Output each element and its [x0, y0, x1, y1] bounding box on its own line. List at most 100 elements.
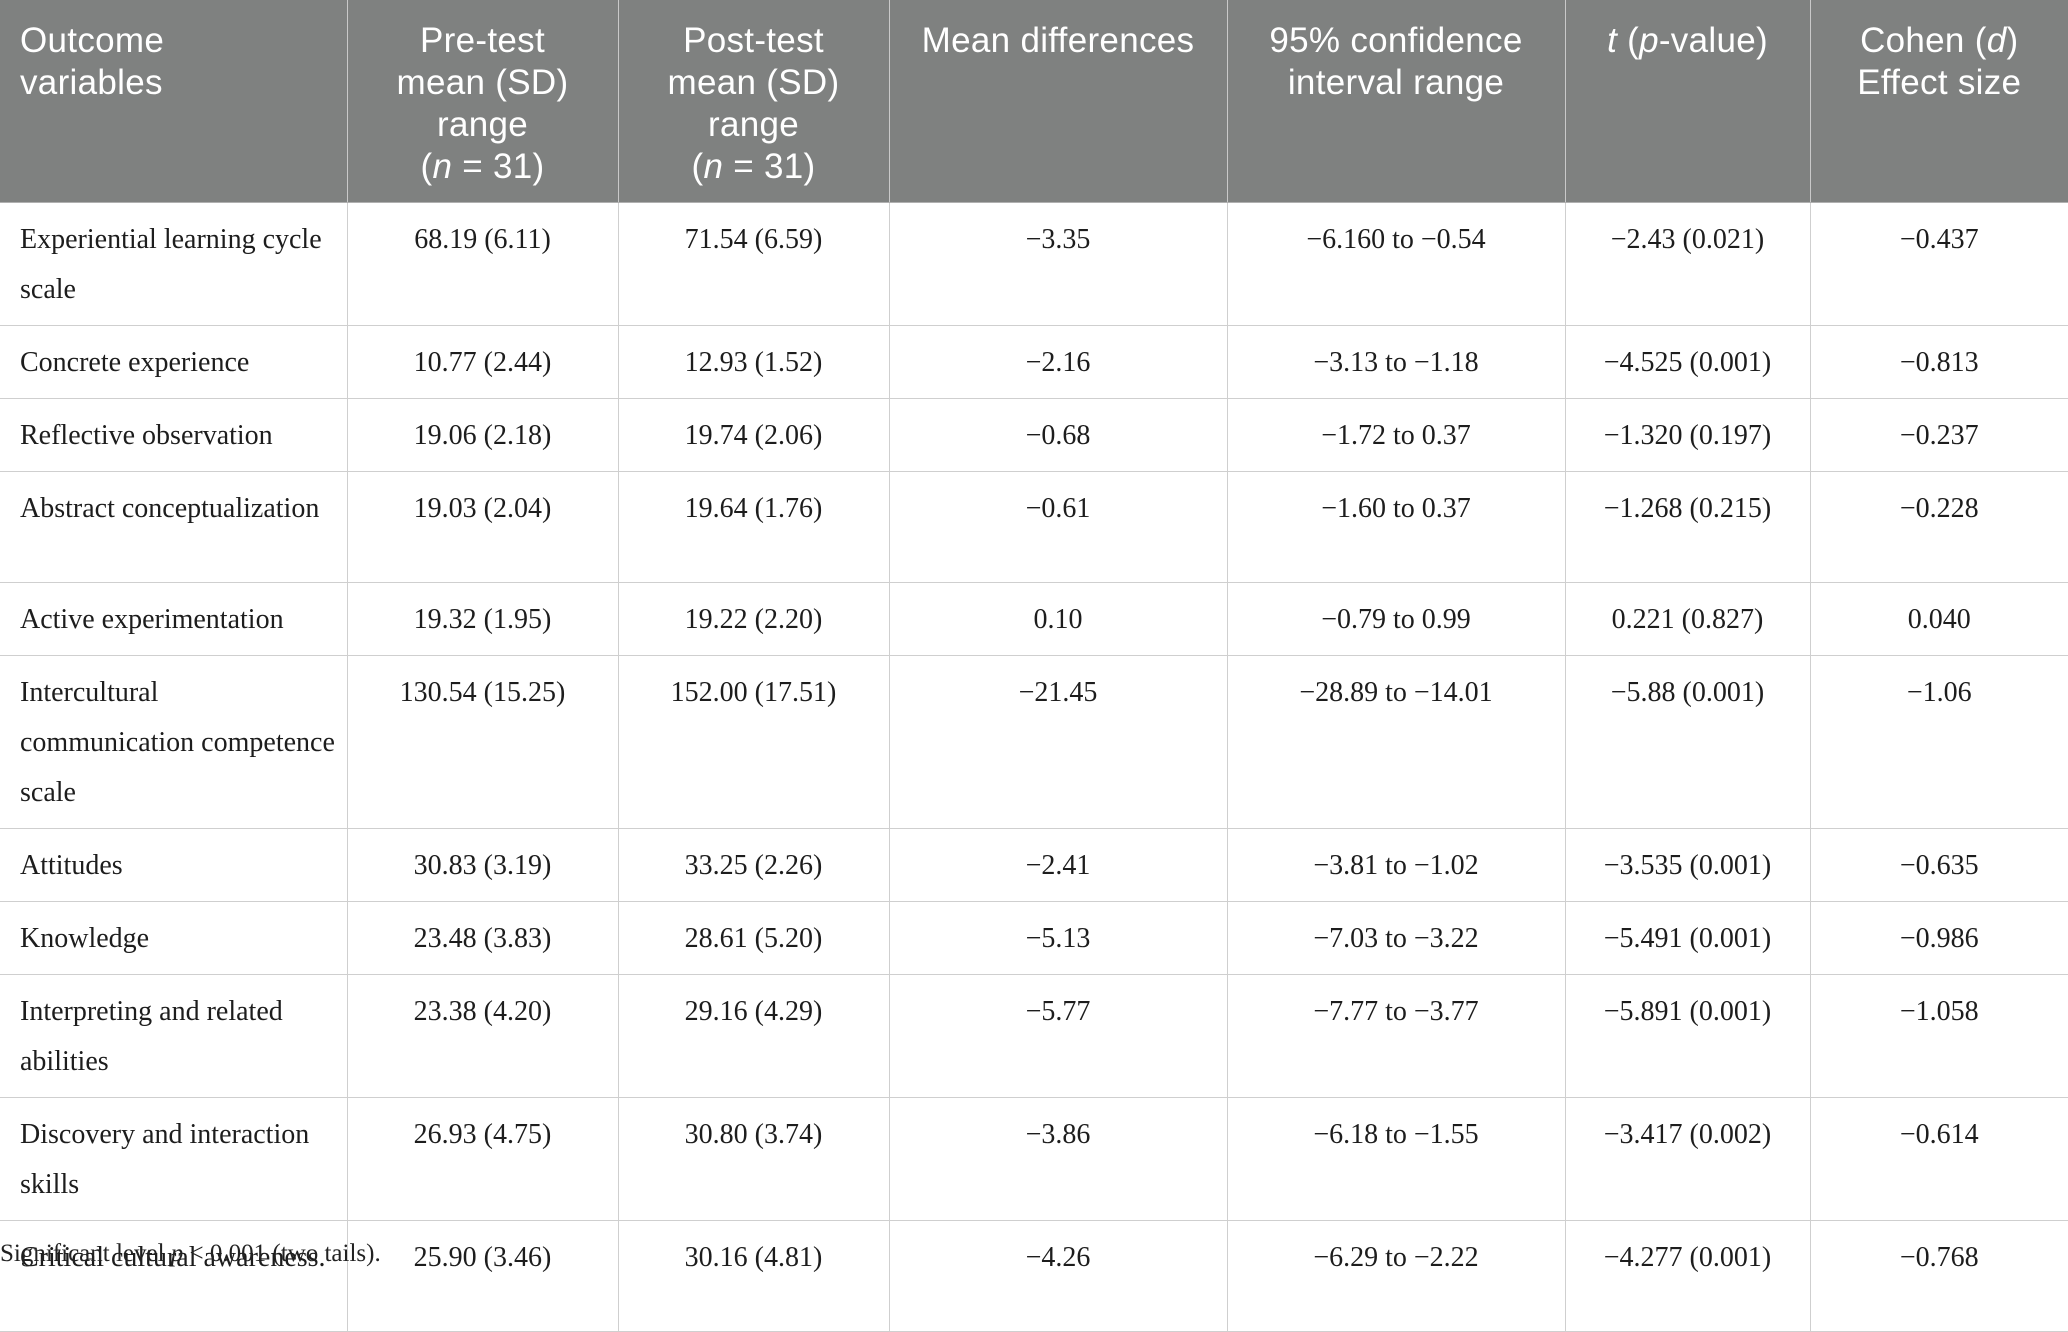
- cell-ci: −7.77 to −3.77: [1227, 974, 1566, 1098]
- table-row: Intercultural communication competence s…: [0, 655, 2068, 829]
- header-line: Effect size: [1857, 63, 2022, 102]
- table-row: Concrete experience 10.77 (2.44) 12.93 (…: [0, 325, 2068, 399]
- header-line: mean (SD): [667, 63, 840, 102]
- cell-ci: −3.81 to −1.02: [1227, 828, 1566, 902]
- table-row: Experiential learning cycle scale 68.19 …: [0, 202, 2068, 326]
- header-line: mean (SD): [396, 63, 569, 102]
- cell-variable: Interpreting and related abilities: [0, 974, 348, 1098]
- cell-ci: −6.160 to −0.54: [1227, 202, 1566, 326]
- cell-post: 19.22 (2.20): [618, 582, 890, 656]
- cell-d: 0.040: [1810, 582, 2068, 656]
- cell-t: 0.221 (0.827): [1565, 582, 1811, 656]
- cell-post: 12.93 (1.52): [618, 325, 890, 399]
- cell-diff: −5.13: [889, 901, 1228, 975]
- header-outcome-variables: Outcome variables: [0, 0, 348, 203]
- cell-diff: −21.45: [889, 655, 1228, 829]
- cell-t: −1.320 (0.197): [1565, 398, 1811, 472]
- cell-pre: 130.54 (15.25): [347, 655, 619, 829]
- cell-pre: 26.93 (4.75): [347, 1097, 619, 1221]
- header-line: range: [707, 105, 800, 144]
- cell-variable: Experiential learning cycle scale: [0, 202, 348, 326]
- table-row: Active experimentation 19.32 (1.95) 19.2…: [0, 582, 2068, 656]
- header-post-test: Post-test mean (SD) range (n = 31): [618, 0, 890, 203]
- cell-diff: −2.41: [889, 828, 1228, 902]
- cell-pre: 19.06 (2.18): [347, 398, 619, 472]
- cell-pre: 25.90 (3.46): [347, 1220, 619, 1332]
- header-line: Mean differences: [921, 21, 1195, 60]
- table-row: Interpreting and related abilities 23.38…: [0, 974, 2068, 1098]
- cell-diff: −3.86: [889, 1097, 1228, 1221]
- cell-t: −2.43 (0.021): [1565, 202, 1811, 326]
- cell-d: −0.635: [1810, 828, 2068, 902]
- table-row: Attitudes 30.83 (3.19) 33.25 (2.26) −2.4…: [0, 828, 2068, 902]
- cell-d: −0.228: [1810, 471, 2068, 583]
- cell-post: 28.61 (5.20): [618, 901, 890, 975]
- cell-pre: 68.19 (6.11): [347, 202, 619, 326]
- cell-ci: −3.13 to −1.18: [1227, 325, 1566, 399]
- table-row: Abstract conceptualization 19.03 (2.04) …: [0, 471, 2068, 583]
- cell-t: −1.268 (0.215): [1565, 471, 1811, 583]
- cell-ci: −7.03 to −3.22: [1227, 901, 1566, 975]
- cell-ci: −6.29 to −2.22: [1227, 1220, 1566, 1332]
- cell-post: 71.54 (6.59): [618, 202, 890, 326]
- cell-post: 19.64 (1.76): [618, 471, 890, 583]
- cell-ci: −0.79 to 0.99: [1227, 582, 1566, 656]
- cell-diff: −0.61: [889, 471, 1228, 583]
- table-row: Knowledge 23.48 (3.83) 28.61 (5.20) −5.1…: [0, 901, 2068, 975]
- cell-pre: 30.83 (3.19): [347, 828, 619, 902]
- header-confidence-interval: 95% confidence interval range: [1227, 0, 1566, 203]
- cell-post: 33.25 (2.26): [618, 828, 890, 902]
- header-line: Cohen (d): [1860, 21, 2019, 60]
- cell-pre: 19.03 (2.04): [347, 471, 619, 583]
- header-line: interval range: [1287, 63, 1505, 102]
- cell-pre: 10.77 (2.44): [347, 325, 619, 399]
- cell-ci: −28.89 to −14.01: [1227, 655, 1566, 829]
- n-label-text: (n = 31): [420, 147, 545, 186]
- header-n-label: (n = 31): [358, 146, 608, 188]
- cell-t: −5.88 (0.001): [1565, 655, 1811, 829]
- cell-ci: −1.60 to 0.37: [1227, 471, 1566, 583]
- cell-variable: Intercultural communication competence s…: [0, 655, 348, 829]
- header-line: t (p-value): [1607, 21, 1768, 60]
- cell-variable: Active experimentation: [0, 582, 348, 656]
- cell-post: 19.74 (2.06): [618, 398, 890, 472]
- cell-post: 152.00 (17.51): [618, 655, 890, 829]
- cell-pre: 23.48 (3.83): [347, 901, 619, 975]
- cell-t: −5.891 (0.001): [1565, 974, 1811, 1098]
- cell-diff: −0.68: [889, 398, 1228, 472]
- cell-diff: −4.26: [889, 1220, 1228, 1332]
- cell-d: −0.768: [1810, 1220, 2068, 1332]
- header-line: Post-test: [683, 21, 824, 60]
- cell-diff: −3.35: [889, 202, 1228, 326]
- cell-d: −1.058: [1810, 974, 2068, 1098]
- n-label-text: (n = 31): [691, 147, 816, 186]
- cell-t: −4.277 (0.001): [1565, 1220, 1811, 1332]
- table-row: Critical cultural awareness. 25.90 (3.46…: [0, 1220, 2068, 1332]
- cell-variable: Attitudes: [0, 828, 348, 902]
- header-n-label: (n = 31): [629, 146, 879, 188]
- cell-variable: Concrete experience: [0, 325, 348, 399]
- cell-ci: −6.18 to −1.55: [1227, 1097, 1566, 1221]
- header-line: Outcome: [20, 21, 165, 60]
- cell-d: −1.06: [1810, 655, 2068, 829]
- cell-variable: Critical cultural awareness.: [0, 1220, 348, 1332]
- header-row: Outcome variables Pre-test mean (SD) ran…: [0, 0, 2068, 203]
- cell-post: 30.80 (3.74): [618, 1097, 890, 1221]
- cell-variable: Reflective observation: [0, 398, 348, 472]
- cell-diff: −5.77: [889, 974, 1228, 1098]
- cell-d: −0.813: [1810, 325, 2068, 399]
- header-line: range: [436, 105, 529, 144]
- header-line: Pre-test: [420, 21, 545, 60]
- table-row: Reflective observation 19.06 (2.18) 19.7…: [0, 398, 2068, 472]
- cell-post: 30.16 (4.81): [618, 1220, 890, 1332]
- cell-ci: −1.72 to 0.37: [1227, 398, 1566, 472]
- cell-d: −0.614: [1810, 1097, 2068, 1221]
- cell-t: −4.525 (0.001): [1565, 325, 1811, 399]
- header-pre-test: Pre-test mean (SD) range (n = 31): [347, 0, 619, 203]
- cell-diff: 0.10: [889, 582, 1228, 656]
- cell-pre: 23.38 (4.20): [347, 974, 619, 1098]
- header-cohen-d: Cohen (d) Effect size: [1810, 0, 2068, 203]
- header-mean-differences: Mean differences: [889, 0, 1228, 203]
- cell-variable: Knowledge: [0, 901, 348, 975]
